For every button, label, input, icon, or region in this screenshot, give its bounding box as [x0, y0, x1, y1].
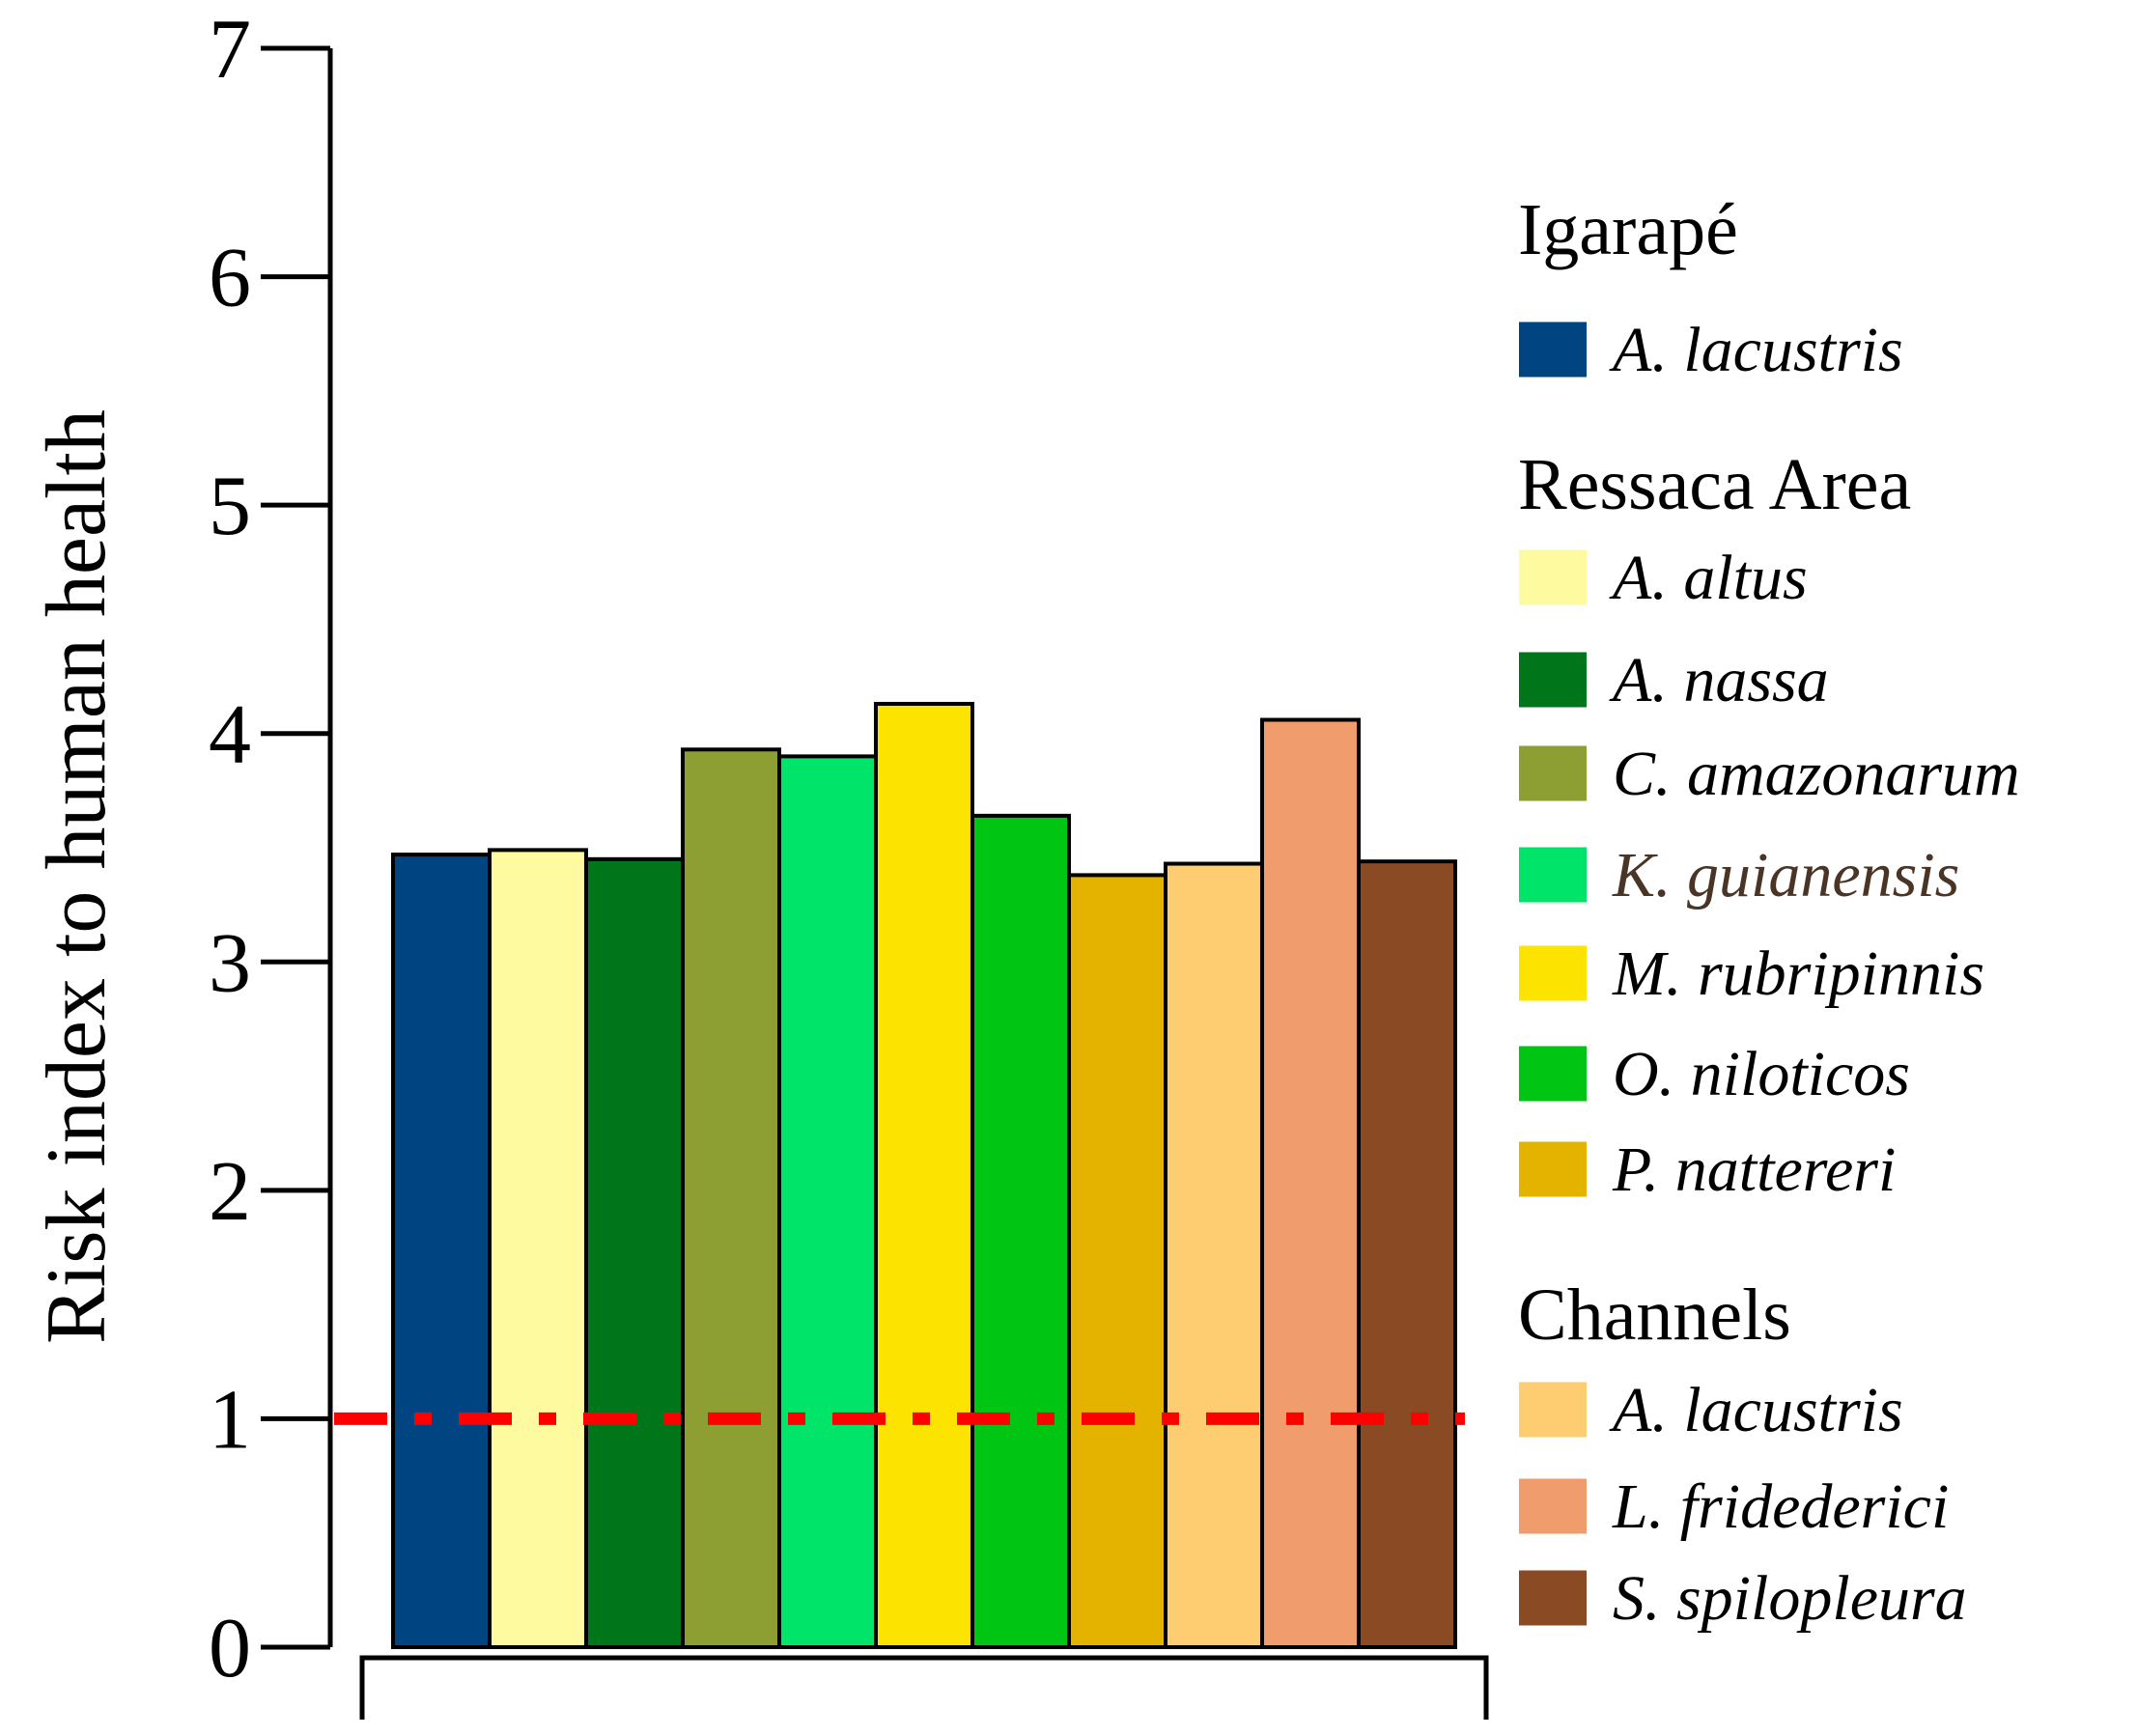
- y-tick-label: 2: [209, 1145, 251, 1239]
- legend-swatch: [1519, 847, 1587, 903]
- legend-label: K. guianensis: [1612, 840, 1959, 910]
- bar-k-guianensis: [777, 754, 878, 1649]
- y-tick-label: 7: [209, 3, 251, 97]
- legend-label: P. nattereri: [1612, 1134, 1896, 1205]
- y-tick-label: 3: [209, 916, 251, 1010]
- y-tick-label: 5: [209, 460, 251, 553]
- legend-label: A. nassa: [1609, 645, 1829, 715]
- legend-label: A. altus: [1609, 543, 1808, 613]
- bars: [391, 701, 1457, 1649]
- bar-s-spilopleura: [1357, 859, 1457, 1649]
- legend-swatch: [1519, 1141, 1587, 1197]
- y-tick-label: 1: [209, 1373, 251, 1467]
- bar-c-amazonarum: [681, 747, 781, 1649]
- legend-swatch: [1519, 1570, 1587, 1626]
- bar-a-nassa: [584, 856, 685, 1649]
- bar-a-altus: [488, 848, 588, 1649]
- legend-swatch: [1519, 549, 1587, 605]
- bar-a-lacustris: [1164, 861, 1264, 1649]
- legend-label: A. lacustris: [1609, 1375, 1903, 1445]
- legend-label: L. fridederici: [1612, 1471, 1949, 1542]
- legend-group-title: Channels: [1518, 1274, 1791, 1356]
- legend-swatch: [1519, 1382, 1587, 1438]
- y-axis-label: Risk index to human health: [30, 409, 124, 1344]
- legend-label: S. spilopleura: [1613, 1563, 1967, 1634]
- bar-l-fridederici: [1260, 717, 1361, 1649]
- x-axis-bracket: [359, 1655, 1489, 1720]
- legend-group-title: Igarapé: [1518, 189, 1738, 270]
- legend-swatch: [1519, 945, 1587, 1001]
- legend-label: C. amazonarum: [1613, 739, 2020, 809]
- y-tick-label: 4: [209, 688, 251, 782]
- legend-swatch: [1519, 745, 1587, 801]
- legend-group-title: Ressaca Area: [1518, 444, 1911, 525]
- bar-m-rubripinnis: [874, 701, 974, 1649]
- legend-swatch: [1519, 652, 1587, 708]
- legend: Igarapé A. lacustris Ressaca Area A. altus A…: [1518, 189, 2020, 1634]
- legend-label: O. niloticos: [1613, 1039, 1910, 1109]
- legend-label: A. lacustris: [1609, 315, 1903, 385]
- legend-swatch: [1519, 1478, 1587, 1534]
- legend-swatch: [1519, 1046, 1587, 1102]
- y-axis: 0 1 2 3 4 5 6 7: [209, 3, 333, 1695]
- y-tick-label: 6: [209, 232, 251, 325]
- bar-p-nattereri: [1067, 873, 1167, 1649]
- bar-o-niloticos: [970, 813, 1071, 1649]
- legend-label: M. rubripinnis: [1612, 938, 1984, 1009]
- bar-a-lacustris: [391, 853, 492, 1649]
- y-tick-label: 0: [209, 1602, 251, 1695]
- legend-swatch: [1519, 322, 1587, 378]
